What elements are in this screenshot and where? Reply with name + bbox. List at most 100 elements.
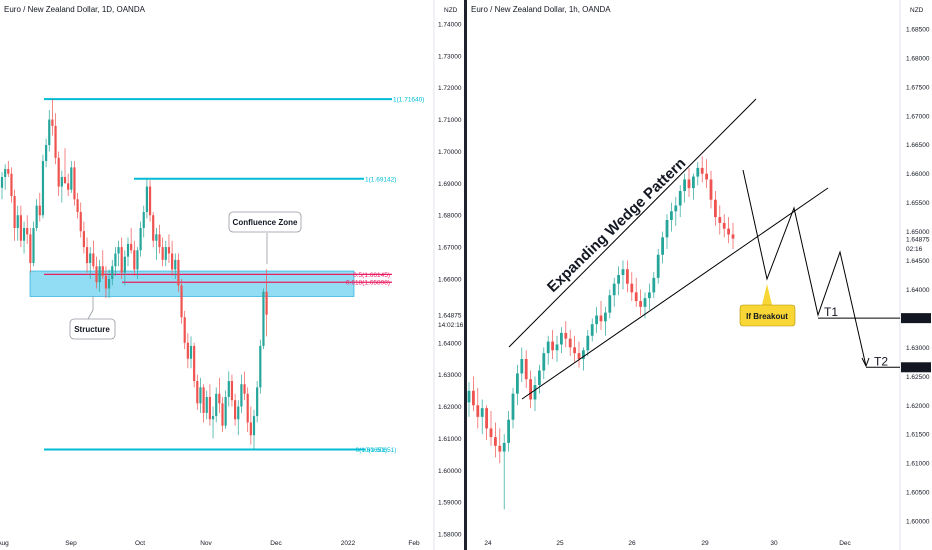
- left-candle-body: [246, 393, 249, 423]
- right-candle-body: [599, 315, 603, 322]
- left-candle-body: [35, 205, 38, 228]
- right-candle-body: [555, 344, 559, 351]
- right-candle-body: [564, 332, 568, 339]
- left-candle-body: [183, 317, 186, 343]
- confluence-zone-rect-layer: [29, 270, 355, 297]
- right-price-axis: 1.68500 1.68000 1.67500 1.67000 1.66500 1.660…: [906, 26, 930, 525]
- confluence-zone-rect: [29, 270, 355, 297]
- left-y-tick-label: 1.70000: [438, 149, 462, 156]
- right-candle-body: [529, 379, 532, 400]
- right-candle-body: [670, 211, 673, 220]
- right-y-tick-label: 1.67000: [906, 113, 930, 120]
- right-candle-body: [692, 176, 695, 189]
- left-candle-body: [218, 393, 221, 404]
- left-candle-body: [85, 247, 89, 264]
- right-candle-body: [524, 358, 528, 380]
- left-candle-body: [16, 215, 19, 228]
- left-x-tick-label: Dec: [270, 540, 282, 547]
- right-candle-body: [520, 358, 524, 374]
- right-candle-body: [665, 220, 669, 238]
- left-countdown-label: 14:02:16: [438, 322, 464, 329]
- left-chart-title: Euro / New Zealand Dollar, 1D, OANDA: [4, 5, 146, 14]
- right-candle-body: [494, 437, 497, 446]
- right-candle-body: [656, 254, 660, 278]
- left-candle-body: [120, 247, 123, 273]
- right-candle-body: [722, 222, 726, 229]
- right-candle-body: [648, 292, 651, 299]
- left-candle-body: [133, 250, 136, 270]
- left-y-tick-label: 1.62000: [438, 404, 462, 411]
- right-x-tick-label: 24: [484, 540, 492, 547]
- right-candle-body: [705, 173, 708, 180]
- left-y-tick-label: 1.68000: [438, 213, 462, 220]
- left-candle-body: [41, 161, 45, 216]
- left-candle-body: [243, 384, 246, 394]
- right-y-tick-label: 1.66500: [906, 142, 930, 149]
- left-candle-body: [237, 406, 240, 420]
- left-candle-body: [26, 227, 29, 235]
- left-price-axis: 1.74000 1.73000 1.72000 1.71000 1.70000 1.690…: [438, 21, 462, 538]
- left-candle-body: [224, 396, 227, 426]
- structure-callout-box: [69, 318, 116, 340]
- right-y-tick-label: 1.68500: [906, 26, 930, 33]
- right-candle-body: [608, 295, 612, 313]
- right-candle-body: [683, 179, 686, 192]
- right-y-tick-label: 1.60500: [906, 490, 930, 497]
- left-x-tick-label: Nov: [200, 540, 212, 547]
- left-y-tick-label: 1.61000: [438, 436, 462, 443]
- right-candle-body: [538, 370, 541, 385]
- right-countdown-label: 02:16: [906, 246, 923, 253]
- left-y-tick-label: 1.72000: [438, 85, 462, 92]
- left-candle-body: [73, 167, 76, 200]
- left-candle-body: [199, 387, 202, 404]
- right-candle-body: [498, 445, 502, 452]
- structure-callout-pointer: [87, 296, 94, 320]
- target-price-tag: 1.62656: [904, 365, 928, 372]
- left-candle-body: [161, 247, 164, 260]
- right-candle-body: [489, 428, 493, 438]
- right-y-tick-label: 1.60000: [906, 519, 930, 526]
- left-candle-body: [95, 266, 98, 283]
- right-candle-body: [485, 408, 488, 429]
- left-candle-body: [45, 145, 48, 162]
- left-candle-body: [174, 259, 177, 270]
- left-candle-body: [114, 253, 117, 267]
- right-y-tick-label: 1.65500: [906, 200, 930, 207]
- left-candle-body: [205, 396, 208, 413]
- left-candle-body: [19, 215, 22, 241]
- left-candle-body: [54, 125, 57, 158]
- left-candle-body: [126, 243, 130, 257]
- left-candle-body: [4, 168, 7, 177]
- target-price-tag-bg: [901, 362, 931, 373]
- right-candle-body: [714, 199, 717, 218]
- left-candle-body: [48, 119, 51, 146]
- left-current-price-tag: 1.64875 14:02:16: [438, 312, 464, 329]
- left-y-tick-label: 1.74000: [438, 21, 462, 28]
- left-y-tick-label: 1.59000: [438, 500, 462, 507]
- right-candle-body: [718, 217, 722, 223]
- left-candle-body: [29, 234, 32, 264]
- target-price-tag: 1.63505: [904, 316, 928, 323]
- left-candle-body: [82, 231, 85, 248]
- right-candle-body: [476, 405, 480, 417]
- right-y-tick-label: 1.66000: [906, 171, 930, 178]
- right-y-tick-label: 1.67500: [906, 84, 930, 91]
- left-candle-body: [180, 285, 183, 318]
- left-candle-body: [108, 278, 111, 289]
- left-candle-body: [111, 266, 114, 279]
- right-candle-body: [731, 234, 735, 239]
- right-candle-body: [678, 191, 682, 206]
- wedge-lower-line: [521, 187, 829, 400]
- panel-divider: [464, 0, 467, 550]
- right-candle-body: [709, 179, 713, 200]
- target-levels: T1 1.63505 T2 1.62656: [818, 305, 931, 373]
- left-candle-body: [234, 400, 237, 420]
- left-candle-body: [67, 183, 70, 190]
- left-candle-body: [252, 416, 256, 436]
- right-candle-body: [639, 301, 642, 307]
- left-candle-body: [171, 253, 174, 270]
- right-x-tick-label: 25: [556, 540, 564, 547]
- right-x-tick-label: 29: [701, 540, 709, 547]
- right-x-tick-label: 26: [628, 540, 636, 547]
